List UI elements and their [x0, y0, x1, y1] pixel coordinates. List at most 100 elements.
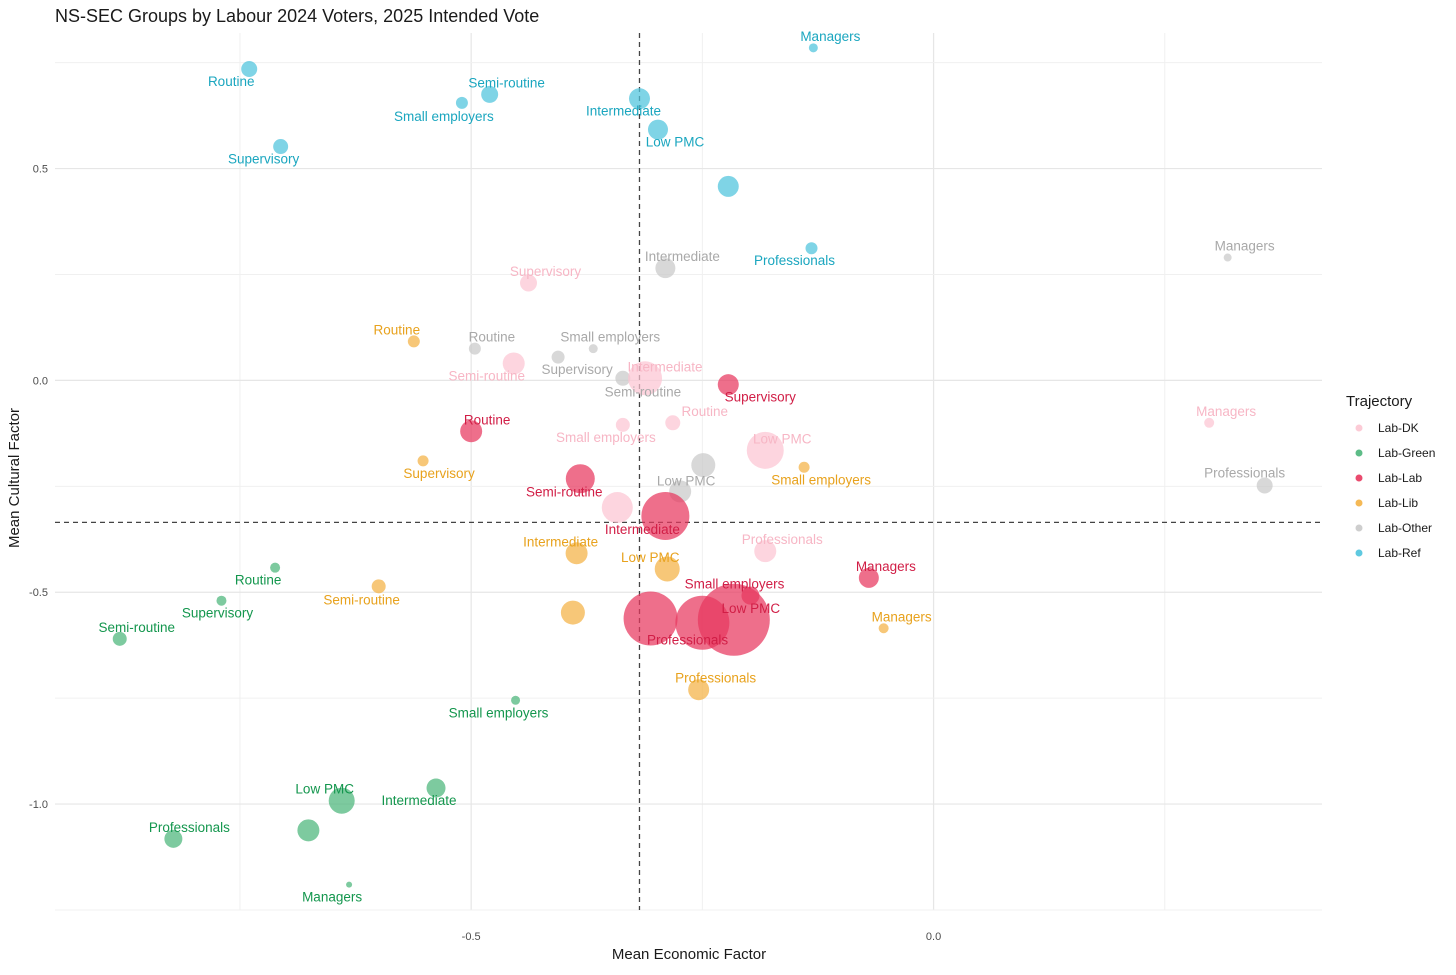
point-lab-lib — [560, 600, 585, 625]
point-lab-lab — [697, 583, 770, 656]
point-lab-green — [328, 787, 355, 814]
grid — [55, 33, 1322, 911]
point-lab-lab — [565, 464, 595, 494]
point-lab-green — [112, 631, 127, 646]
point-label-lab-lab: Professionals — [647, 633, 728, 648]
point-label-lab-dk: Supervisory — [510, 264, 582, 279]
point-lab-other — [691, 453, 716, 478]
legend-label-lab-lib: Lab-Lib — [1378, 496, 1418, 510]
point-lab-lib — [371, 579, 386, 594]
legend-label-lab-dk: Lab-DK — [1378, 421, 1419, 435]
point-lab-other — [1223, 253, 1232, 262]
point-label-lab-lab: Routine — [464, 412, 511, 427]
point-lab-lab — [623, 591, 678, 646]
point-label-lab-other: Semi-routine — [605, 384, 682, 399]
y-tick-label: 0.0 — [33, 375, 48, 387]
point-label-lab-other: Managers — [1215, 239, 1275, 254]
point-lab-lib — [654, 556, 680, 582]
point-label-lab-ref: Semi-routine — [468, 75, 545, 90]
point-lab-green — [346, 881, 353, 888]
point-label-lab-dk: Managers — [1196, 404, 1256, 419]
point-label-lab-ref: Intermediate — [586, 104, 661, 119]
point-lab-lab — [717, 374, 739, 396]
point-lab-dk — [615, 417, 630, 432]
point-label-lab-green: Routine — [235, 573, 282, 588]
point-label-lab-other: Small employers — [560, 330, 660, 345]
point-label-lab-other: Routine — [469, 330, 516, 345]
point-label-lab-ref: Low PMC — [646, 135, 705, 150]
point-label-lab-ref: Supervisory — [228, 152, 300, 167]
point-lab-green — [216, 595, 227, 606]
point-lab-other — [1256, 477, 1273, 494]
point-lab-green — [164, 829, 183, 848]
point-label-lab-green: Semi-routine — [98, 620, 175, 635]
point-lab-dk — [1204, 417, 1215, 428]
point-label-lab-dk: Semi-routine — [448, 368, 525, 383]
point-lab-green — [270, 562, 281, 573]
point-label-lab-dk: Intermediate — [628, 359, 703, 374]
legend-key-lab-green — [1355, 449, 1363, 457]
point-lab-dk — [746, 431, 784, 469]
point-lab-other — [615, 370, 631, 386]
point-lab-lab — [641, 491, 690, 540]
legend-key-lab-ref — [1355, 549, 1363, 557]
point-label-lab-lib: Routine — [374, 322, 421, 337]
point-label-lab-dk: Routine — [682, 404, 729, 419]
tick-labels: -0.5 0.0 0.5 0.0 -0.5 -1.0 — [29, 164, 941, 943]
point-label-lab-lib: Semi-routine — [323, 592, 400, 607]
point-lab-ref — [805, 242, 818, 255]
chart-title: NS-SEC Groups by Labour 2024 Voters, 202… — [55, 6, 539, 26]
point-label-lab-other: Supervisory — [541, 362, 613, 377]
y-tick-label: 0.5 — [33, 164, 48, 176]
point-label-lab-green: Small employers — [449, 705, 549, 720]
point-lab-ref — [647, 119, 668, 140]
legend-key-lab-lib — [1355, 499, 1363, 507]
point-lab-dk — [628, 361, 663, 396]
point-lab-dk — [502, 352, 525, 375]
point-lab-dk — [520, 274, 538, 292]
point-label-lab-other: Professionals — [1204, 465, 1285, 480]
point-lab-ref — [808, 43, 818, 53]
point-label-lab-other: Low PMC — [657, 473, 716, 488]
point-label-lab-green: Professionals — [149, 820, 230, 835]
point-label-lab-lab: Small employers — [685, 577, 785, 592]
point-lab-other — [551, 350, 565, 364]
point-label-lab-green: Intermediate — [382, 793, 457, 808]
point-label-lab-dk: Small employers — [556, 430, 656, 445]
point-lab-lab — [460, 420, 483, 443]
point-label-lab-lab: Low PMC — [722, 601, 781, 616]
point-label-lab-lib: Professionals — [675, 671, 756, 686]
point-label-lab-dk: Professionals — [742, 532, 823, 547]
legend-label-lab-lab: Lab-Lab — [1378, 471, 1422, 485]
legend-label-lab-other: Lab-Other — [1378, 521, 1432, 535]
point-label-lab-lab: Managers — [856, 559, 916, 574]
point-label-lab-green: Low PMC — [295, 782, 354, 797]
point-lab-other — [588, 344, 598, 354]
x-tick-label: 0.0 — [926, 931, 941, 943]
point-label-lab-dk: Low PMC — [753, 431, 812, 446]
legend-title: Trajectory — [1346, 393, 1413, 410]
point-lab-dk — [665, 415, 681, 431]
point-lab-green — [511, 695, 521, 705]
point-lab-ref — [481, 85, 499, 103]
point-lab-other — [655, 258, 676, 279]
legend: Trajectory Lab-DK Lab-Green Lab-Lab Lab-Lib… — [1346, 393, 1435, 560]
point-lab-ref — [628, 88, 650, 110]
point-label-lab-lib: Intermediate — [523, 534, 598, 549]
point-lab-lab — [858, 567, 879, 588]
y-tick-label: -0.5 — [29, 587, 48, 599]
point-lab-dk — [754, 540, 777, 563]
point-label-lab-lib: Managers — [872, 609, 932, 624]
point-lab-ref — [455, 96, 468, 109]
point-lab-green — [297, 819, 320, 842]
point-label-lab-ref: Professionals — [754, 253, 835, 268]
y-tick-label: -1.0 — [29, 799, 48, 811]
legend-key-lab-dk — [1355, 424, 1363, 432]
x-axis-title: Mean Economic Factor — [612, 946, 766, 963]
point-label-lab-lab: Intermediate — [605, 522, 680, 537]
point-label-lab-ref: Managers — [800, 29, 860, 44]
legend-label-lab-green: Lab-Green — [1378, 446, 1435, 460]
point-label-lab-green: Managers — [302, 890, 362, 905]
